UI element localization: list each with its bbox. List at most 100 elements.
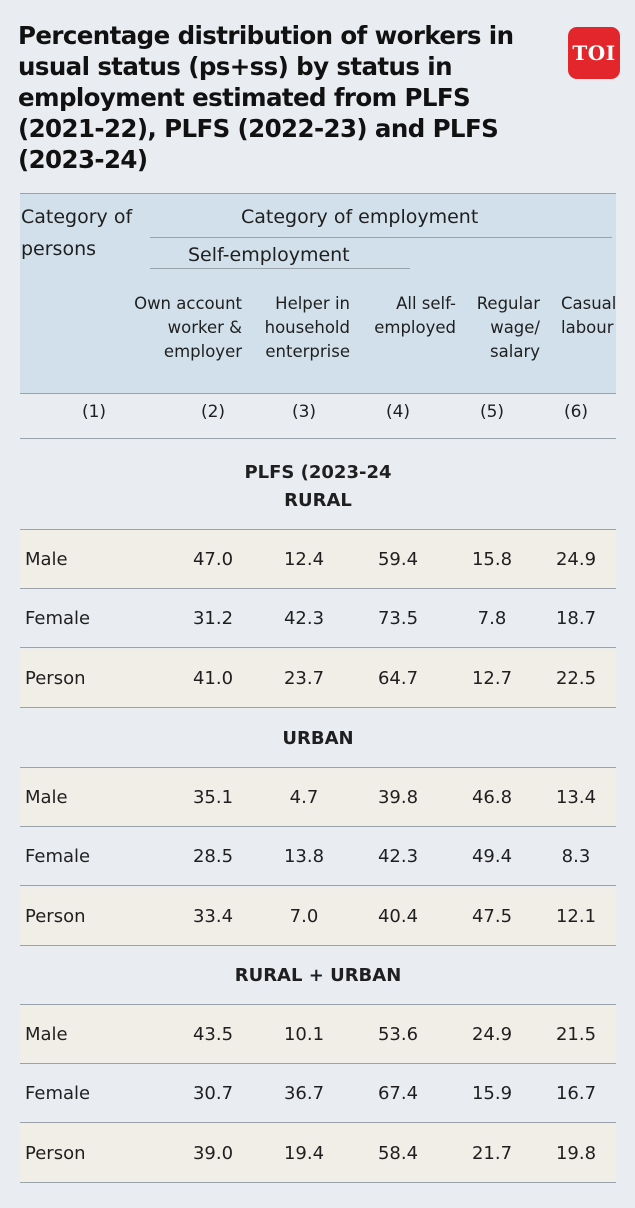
row-label-urban-person: Person [25,905,86,927]
cell-rural-urban-person-col3: 19.4 [283,1142,325,1164]
cell-rural-urban-female-col3: 36.7 [283,1083,325,1105]
cell-rural-person-col4: 64.7 [377,667,419,689]
cell-rural-male-col4: 59.4 [377,549,419,570]
row-rule [20,647,616,649]
cell-urban-person-col5: 47.5 [471,905,513,927]
row-label-rural-person: Person [25,667,86,689]
row-rule [20,1122,616,1124]
row-shading [20,530,616,589]
column-header-4-line-1: All self- [396,294,456,313]
column-header-2-line-3: employer [163,342,242,361]
employment-underline [150,237,612,238]
cell-urban-person-col4: 40.4 [377,905,419,927]
period-label: PLFS (2023-24 [244,462,392,483]
row-rule [20,944,616,946]
row-rule [20,826,616,827]
cell-rural-urban-male-col4: 53.6 [377,1024,419,1045]
cell-rural-urban-female-col6: 16.7 [555,1083,597,1105]
column-number-3: (3) [291,402,317,422]
column-header-6-line-1: Casual [561,294,616,313]
row-label-urban-female: Female [25,846,91,868]
cell-rural-urban-male-col3: 10.1 [283,1024,325,1045]
header-bottom-rule [20,393,616,394]
column-header-5-line-1: Regular [476,294,540,313]
cell-urban-male-col3: 4.7 [289,787,319,808]
section-rule-urban [20,767,616,768]
section-heading-rural-urban: RURAL + URBAN [234,965,402,986]
column-header-3-line-1: Helper in [275,294,350,313]
column-number-4: (4) [385,402,411,422]
row-shading [20,1123,616,1183]
table-header-band [20,193,616,393]
cell-rural-male-col5: 15.8 [471,549,513,570]
cell-urban-female-col6: 8.3 [561,846,591,868]
column-number-6: (6) [563,402,589,422]
cell-rural-urban-male-col5: 24.9 [471,1024,513,1045]
cell-urban-female-col3: 13.8 [283,846,325,868]
row-label-rural-male: Male [25,549,68,570]
row-rule [20,1181,616,1183]
column-header-2-line-1: Own account [134,294,242,313]
row-rule [20,1063,616,1064]
row-rule [20,885,616,887]
column-header-4: All self-employed [374,292,456,340]
cell-rural-urban-person-col4: 58.4 [377,1142,419,1164]
cell-rural-person-col2: 41.0 [192,667,234,689]
cell-urban-male-col4: 39.8 [377,787,419,808]
toi-logo: TOI [568,27,620,79]
cell-urban-female-col4: 42.3 [377,846,419,868]
self-employment-underline [150,268,410,269]
cell-rural-urban-person-col6: 19.8 [555,1142,597,1164]
column-header-5-line-3: salary [490,342,540,361]
column-header-5: Regular wage/salary [477,292,540,364]
row-label-rural-urban-person: Person [25,1142,86,1164]
header-top-rule [20,193,616,194]
column-number-rule [20,438,616,439]
column-header-3-line-3: enterprise [265,342,350,361]
row-rule [20,588,616,589]
column-header-4-line-2: employed [374,318,456,337]
section-rule-rural [20,529,616,530]
self-employment-label: Self-employment [188,244,350,266]
column-number-2: (2) [200,402,226,422]
category-of-employment-label: Category of employment [241,206,479,228]
cell-rural-male-col6: 24.9 [555,549,597,570]
column-header-6-line-2: labour [561,318,614,337]
cell-rural-female-col5: 7.8 [477,608,507,630]
cell-rural-urban-male-col6: 21.5 [555,1024,597,1045]
cell-rural-urban-male-col2: 43.5 [192,1024,234,1045]
column-header-3: Helper in household enterprise [265,292,350,364]
cell-rural-male-col2: 47.0 [192,549,234,570]
row-rule [20,706,616,708]
chart-title: Percentage distribution of workers in us… [18,21,514,174]
cell-urban-person-col3: 7.0 [289,905,319,927]
section-heading-rural: RURAL [284,490,352,511]
cell-rural-urban-female-col2: 30.7 [192,1083,234,1105]
cell-rural-male-col3: 12.4 [283,549,325,570]
cell-urban-person-col2: 33.4 [192,905,234,927]
cell-rural-urban-person-col5: 21.7 [471,1142,513,1164]
category-of-persons-label-2: persons [21,238,97,260]
column-header-3-line-2: household [264,318,350,337]
row-shading [20,768,616,827]
cell-urban-female-col2: 28.5 [192,846,234,868]
cell-rural-female-col2: 31.2 [192,608,234,630]
row-label-rural-female: Female [25,608,91,630]
column-header-6: Casual labour [561,292,616,340]
cell-urban-person-col6: 12.1 [555,905,597,927]
cell-urban-female-col5: 49.4 [471,846,513,868]
cell-rural-urban-female-col4: 67.4 [377,1083,419,1105]
row-shading [20,1005,616,1064]
column-header-2-line-2: worker & [167,318,242,337]
cell-rural-female-col3: 42.3 [283,608,325,630]
cell-rural-urban-person-col2: 39.0 [192,1142,234,1164]
cell-urban-male-col5: 46.8 [471,787,513,808]
cell-rural-person-col5: 12.7 [471,667,513,689]
row-label-rural-urban-male: Male [25,1024,68,1045]
cell-rural-urban-female-col5: 15.9 [471,1083,513,1105]
section-rule-rural-urban [20,1004,616,1005]
column-header-5-line-2: wage/ [490,318,540,337]
row-label-rural-urban-female: Female [25,1083,91,1105]
section-heading-urban: URBAN [282,728,354,749]
column-number-1: (1) [81,402,107,422]
